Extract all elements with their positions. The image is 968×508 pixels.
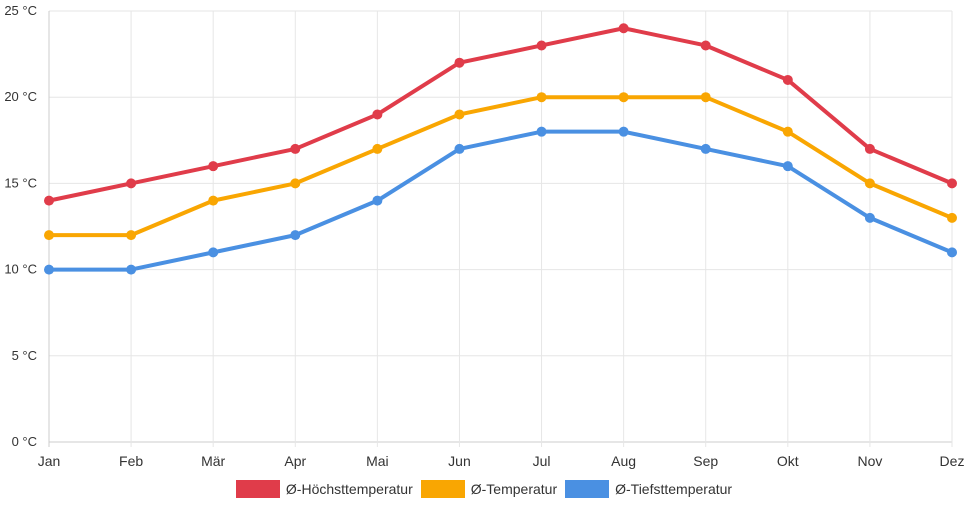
data-point-1-3	[290, 178, 301, 189]
data-point-1-8	[700, 92, 711, 103]
data-point-2-2	[208, 247, 219, 258]
y-tick-label: 0 °C	[12, 434, 37, 449]
data-point-0-7	[618, 23, 629, 34]
data-point-0-11	[947, 178, 957, 189]
x-tick-label: Feb	[119, 453, 143, 469]
data-point-2-11	[947, 247, 957, 258]
x-tick-label: Aug	[611, 453, 636, 469]
data-point-1-4	[372, 143, 383, 154]
data-point-2-5	[454, 143, 465, 154]
data-point-2-9	[782, 161, 793, 172]
legend-item-max[interactable]: Ø-Höchsttemperatur	[235, 480, 413, 498]
x-tick-label: Jul	[533, 453, 551, 469]
data-point-0-9	[782, 74, 793, 85]
x-tick-label: Okt	[777, 453, 799, 469]
legend-swatch-min	[565, 480, 610, 498]
data-point-1-7	[618, 92, 629, 103]
data-point-1-9	[782, 126, 793, 137]
x-tick-label: Jun	[448, 453, 471, 469]
y-tick-label: 25 °C	[4, 3, 37, 18]
y-tick-label: 15 °C	[4, 175, 37, 190]
data-point-1-5	[454, 109, 465, 120]
data-point-2-6	[536, 126, 547, 137]
y-tick-label: 10 °C	[4, 262, 37, 277]
data-point-0-5	[454, 57, 465, 68]
legend-item-min[interactable]: Ø-Tiefsttemperatur	[565, 480, 732, 498]
y-tick-label: 5 °C	[12, 348, 37, 363]
data-point-1-11	[947, 212, 957, 223]
data-point-1-0	[44, 230, 54, 241]
x-tick-label: Mär	[201, 453, 225, 469]
y-tick-label: 20 °C	[4, 89, 37, 104]
data-point-1-10	[864, 178, 875, 189]
data-point-1-6	[536, 92, 547, 103]
data-point-0-4	[372, 109, 383, 120]
legend-swatch-max	[235, 480, 280, 498]
x-tick-label: Dez	[940, 453, 965, 469]
x-tick-label: Apr	[284, 453, 306, 469]
data-point-0-2	[208, 161, 219, 172]
legend-item-avg[interactable]: Ø-Temperatur	[420, 480, 558, 498]
data-point-2-4	[372, 195, 383, 206]
series-line-1	[47, 95, 954, 238]
x-tick-label: Jan	[38, 453, 61, 469]
x-tick-label: Sep	[693, 453, 718, 469]
data-point-0-3	[290, 143, 301, 154]
data-point-2-10	[864, 212, 875, 223]
x-tick-label: Mai	[366, 453, 389, 469]
legend-swatch-avg	[420, 480, 465, 498]
data-point-0-0	[44, 195, 54, 206]
series-line-0	[47, 26, 954, 203]
data-point-2-7	[618, 126, 629, 137]
data-point-1-1	[126, 230, 137, 241]
chart-legend: Ø-Höchsttemperatur Ø-Temperatur Ø-Tiefst…	[0, 480, 968, 498]
data-point-1-2	[208, 195, 219, 206]
series-line-2	[47, 129, 954, 272]
temperature-line-chart: 0 °C 5 °C 10 °C 15 °C 20 °C 25 °C Jan Feb Mär Apr…	[4, 3, 965, 469]
data-point-0-8	[700, 40, 711, 51]
legend-label-max: Ø-Höchsttemperatur	[285, 481, 413, 497]
legend-label-avg: Ø-Temperatur	[470, 481, 558, 497]
data-point-0-10	[864, 143, 875, 154]
data-point-0-1	[126, 178, 137, 189]
legend-label-min: Ø-Tiefsttemperatur	[615, 481, 733, 497]
data-point-0-6	[536, 40, 547, 51]
x-tick-label: Nov	[857, 453, 882, 469]
data-point-2-3	[290, 230, 301, 241]
data-point-2-1	[126, 264, 137, 275]
data-point-2-8	[700, 143, 711, 154]
data-point-2-0	[44, 264, 54, 275]
